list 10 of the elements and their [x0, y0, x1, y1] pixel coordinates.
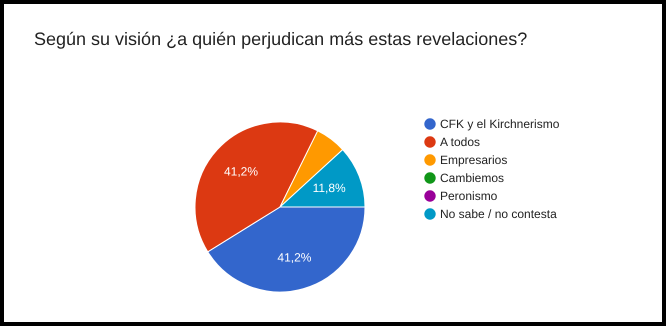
legend-label: Cambiemos: [440, 171, 504, 185]
data-label: 41,2%: [224, 164, 258, 179]
legend-label: Empresarios: [440, 153, 508, 167]
chart-title: Según su visión ¿a quién perjudican más estas revelaciones?: [34, 29, 528, 49]
legend-label: Peronismo: [440, 189, 498, 203]
legend-label: No sabe / no contesta: [440, 207, 558, 221]
legend-label: A todos: [440, 135, 480, 149]
data-label: 11,8%: [312, 180, 346, 195]
legend-label: CFK y el Kirchnerismo: [440, 117, 560, 131]
data-label: 41,2%: [277, 250, 312, 265]
